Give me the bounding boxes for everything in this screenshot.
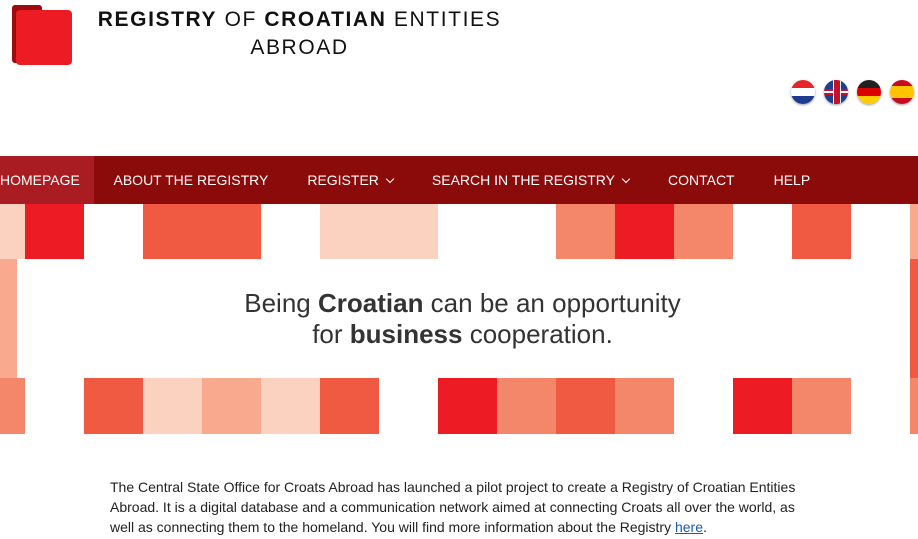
more-info-link[interactable]: here bbox=[674, 519, 704, 535]
nav-label: HOMEPAGE bbox=[0, 172, 80, 188]
nav-register[interactable]: REGISTER bbox=[288, 156, 413, 204]
nav-label: REGISTER bbox=[307, 172, 379, 188]
intro-paragraph: The Central State Office for Croats Abro… bbox=[110, 477, 810, 537]
mosaic-tile bbox=[556, 378, 615, 434]
mosaic-tile bbox=[84, 204, 143, 260]
mosaic-tile bbox=[202, 378, 261, 434]
nav-label: SEARCH IN THE REGISTRY bbox=[431, 172, 615, 188]
language-switcher bbox=[791, 80, 914, 104]
intro-text: The Central State Office for Croats Abro… bbox=[110, 479, 796, 535]
mosaic-tile bbox=[438, 204, 497, 260]
intro-text: . bbox=[703, 519, 707, 535]
mosaic-tile bbox=[143, 204, 202, 260]
mosaic-tile bbox=[379, 204, 438, 260]
nav-homepage[interactable]: HOMEPAGE bbox=[0, 156, 94, 204]
uk-flag-icon[interactable] bbox=[824, 80, 848, 104]
mosaic-tile bbox=[674, 378, 733, 434]
mosaic-tile bbox=[320, 378, 379, 434]
mosaic-tile bbox=[261, 204, 320, 260]
banner-text: business bbox=[349, 319, 463, 349]
mosaic-tile bbox=[379, 378, 438, 434]
chevron-down-icon bbox=[385, 174, 395, 184]
banner-text: for bbox=[312, 319, 350, 349]
logo-icon[interactable] bbox=[12, 5, 72, 65]
mosaic-tile bbox=[851, 204, 910, 260]
mosaic-tile bbox=[497, 204, 556, 260]
nav-contact[interactable]: CONTACT bbox=[648, 156, 754, 204]
nav-label: CONTACT bbox=[667, 172, 735, 188]
nav-help[interactable]: HELP bbox=[754, 156, 830, 204]
mosaic-tile bbox=[497, 378, 556, 434]
mosaic-tile bbox=[25, 204, 84, 260]
mosaic-tile bbox=[910, 259, 918, 378]
mosaic-tile bbox=[851, 378, 910, 434]
mosaic-tile bbox=[438, 378, 497, 434]
mosaic-tile bbox=[792, 204, 851, 260]
nav-label: ABOUT THE REGISTRY bbox=[113, 172, 269, 188]
mosaic-top bbox=[0, 204, 918, 260]
nav-search[interactable]: SEARCH IN THE REGISTRY bbox=[412, 156, 648, 204]
title-part: REGISTRY bbox=[97, 8, 218, 31]
mosaic-tile bbox=[0, 378, 25, 434]
banner-text: cooperation. bbox=[462, 319, 613, 349]
spanish-flag-icon[interactable] bbox=[890, 80, 914, 104]
mosaic-tile bbox=[261, 378, 320, 434]
mosaic-tile bbox=[910, 378, 918, 434]
main-nav: HOMEPAGE ABOUT THE REGISTRY REGISTER SEA… bbox=[0, 156, 918, 204]
german-flag-icon[interactable] bbox=[857, 80, 881, 104]
mosaic-tile bbox=[143, 378, 202, 434]
title-part: OF bbox=[217, 8, 265, 31]
mosaic-tile bbox=[615, 378, 674, 434]
mosaic-tile bbox=[733, 204, 792, 260]
title-part: ABROAD bbox=[250, 36, 349, 59]
chevron-down-icon bbox=[621, 174, 631, 184]
nav-label: HELP bbox=[773, 172, 811, 188]
banner-text: Croatian bbox=[317, 288, 424, 318]
mosaic-tile bbox=[202, 204, 261, 260]
site-title[interactable]: REGISTRY OF CROATIAN ENTITIES ABROAD bbox=[82, 6, 517, 62]
mosaic-tile bbox=[792, 378, 851, 434]
banner-text: Being bbox=[244, 288, 318, 318]
mosaic-tile bbox=[910, 204, 918, 260]
mosaic-tile bbox=[0, 204, 25, 260]
croatian-flag-icon[interactable] bbox=[791, 80, 815, 104]
banner-text: can be an opportunity bbox=[423, 288, 681, 318]
mosaic-tile bbox=[320, 204, 379, 260]
mosaic-tile bbox=[84, 378, 143, 434]
mosaic-tile bbox=[674, 204, 733, 260]
nav-about[interactable]: ABOUT THE REGISTRY bbox=[94, 156, 288, 204]
mosaic-tile bbox=[733, 378, 792, 434]
mosaic-bottom bbox=[0, 378, 918, 434]
title-part: CROATIAN bbox=[264, 8, 387, 31]
mosaic-tile bbox=[615, 204, 674, 260]
hero-banner: Being Croatian can be an opportunity for… bbox=[17, 259, 908, 378]
mosaic-tile bbox=[556, 204, 615, 260]
mosaic-tile bbox=[25, 378, 84, 434]
title-part: ENTITIES bbox=[386, 8, 502, 31]
